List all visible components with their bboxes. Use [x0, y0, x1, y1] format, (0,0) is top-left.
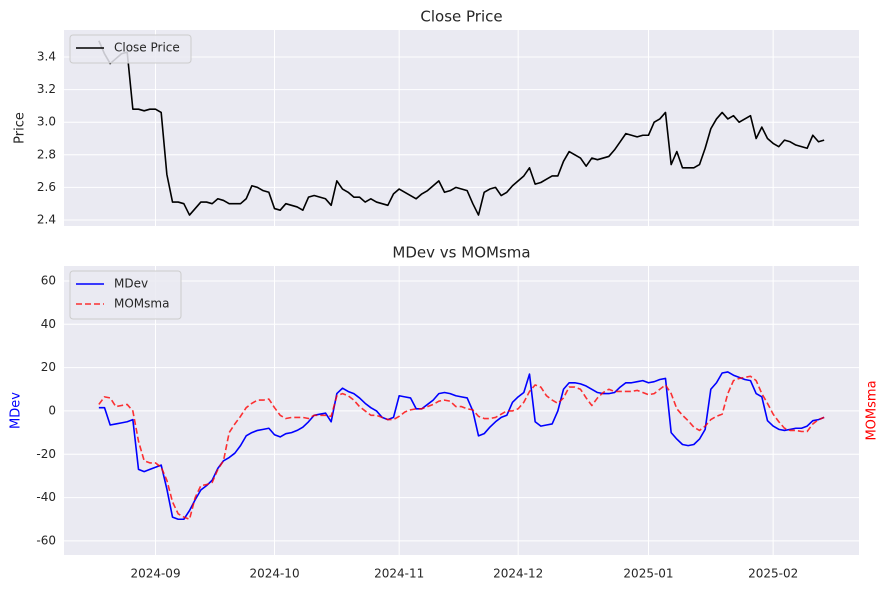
- chart-title: Close Price: [420, 8, 502, 26]
- chart-title: MDev vs MOMsma: [392, 244, 530, 262]
- legend: MDev MOMsma: [69, 270, 182, 320]
- series-line: [98, 375, 825, 521]
- x-tick-label: 2024-09: [130, 567, 180, 581]
- series-line: [98, 40, 825, 216]
- legend: Close Price: [69, 34, 192, 64]
- legend-label: Close Price: [114, 41, 180, 55]
- y-tick-label: -60: [36, 533, 56, 547]
- legend-box: [69, 34, 192, 64]
- y-axis-label: Price: [13, 112, 28, 144]
- y-tick-label: 40: [41, 317, 56, 331]
- legend-box: [69, 270, 182, 320]
- y-tick-label: -20: [36, 447, 56, 461]
- y-tick-label: 3.0: [37, 115, 56, 129]
- x-tick-label: 2024-12: [493, 567, 543, 581]
- x-tick-label: 2024-11: [374, 567, 424, 581]
- plot-area: [64, 30, 859, 226]
- x-tick-label: 2025-01: [623, 567, 673, 581]
- y-tick-label: 3.2: [37, 82, 56, 96]
- x-tick-label: 2025-02: [748, 567, 798, 581]
- y-tick-label: 3.4: [37, 50, 56, 64]
- y2-axis-label: MOMsma: [865, 380, 880, 440]
- x-tick-label: 2024-10: [249, 567, 299, 581]
- y-tick-label: 0: [48, 403, 56, 417]
- y-tick-label: -40: [36, 490, 56, 504]
- y-tick-label: 2.6: [37, 180, 56, 194]
- legend-label: MDev: [114, 277, 148, 291]
- legend-label: MOMsma: [114, 297, 169, 311]
- y-tick-label: 20: [41, 360, 56, 374]
- y-tick-label: 2.4: [37, 212, 56, 226]
- y-axis-label: MDev: [9, 392, 24, 429]
- y-tick-label: 2.8: [37, 147, 56, 161]
- y-tick-label: 60: [41, 273, 56, 287]
